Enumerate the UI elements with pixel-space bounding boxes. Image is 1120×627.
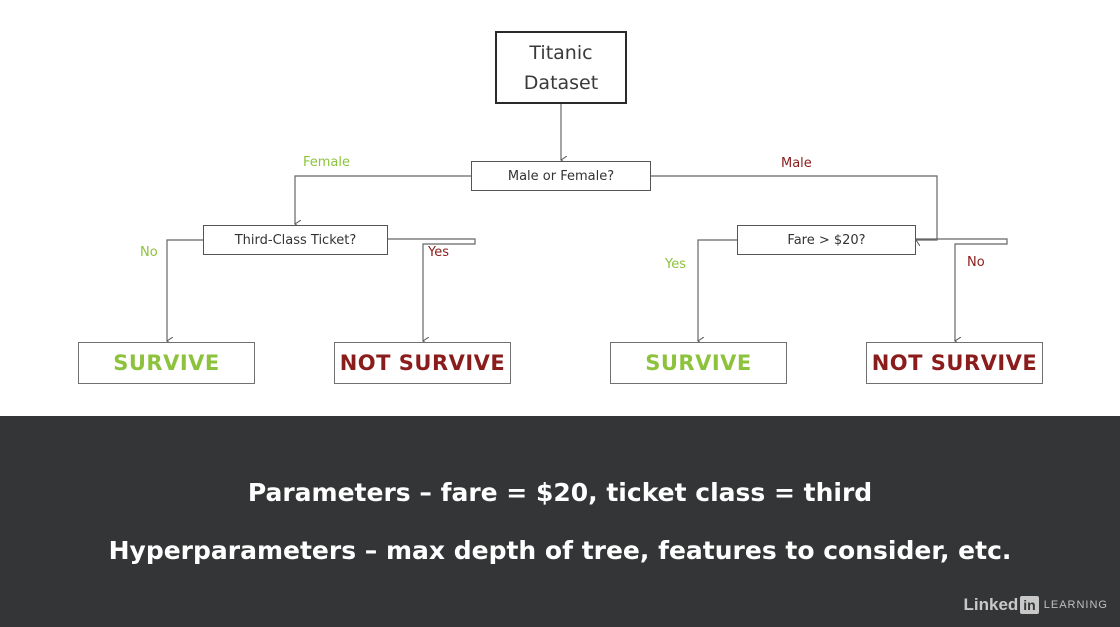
tree-connectors [0, 104, 1008, 416]
question-node-third-class: Third-Class Ticket? [203, 225, 388, 255]
connector-third-yes [388, 238, 476, 341]
connector-fare-no [916, 238, 1008, 341]
linkedin-learning-logo: Linked in LEARNING [964, 595, 1109, 615]
caption-hyperparameters: Hyperparameters – max depth of tree, fea… [108, 536, 1012, 565]
connector-female [295, 175, 471, 224]
leaf-node-not-survive-1: NOT SURVIVE [334, 342, 511, 384]
caption-band: Parameters – fare = $20, ticket class = … [0, 416, 1120, 627]
diagram-slide: Titanic Dataset Male or Female? Third-Cl… [0, 31, 1043, 416]
question-node-sex: Male or Female? [471, 161, 651, 191]
edge-label-female: Female [303, 155, 351, 170]
caption-parameters: Parameters – fare = $20, ticket class = … [247, 478, 873, 507]
edge-label-no-right: No [967, 255, 985, 270]
question-node-fare: Fare > $20? [737, 225, 916, 255]
edge-label-yes-left: Yes [428, 245, 449, 260]
leaf-node-not-survive-2: NOT SURVIVE [866, 342, 1043, 384]
brand-suffix: LEARNING [1043, 599, 1108, 611]
leaf-node-survive-2: SURVIVE [610, 342, 787, 384]
leaf-node-survive-1: SURVIVE [78, 342, 255, 384]
connector-third-no [167, 239, 203, 341]
root-node-titanic-dataset: Titanic Dataset [495, 31, 627, 104]
root-node-line-1: Titanic [529, 41, 593, 64]
connector-fare-yes [698, 239, 737, 341]
edge-label-yes-right: Yes [665, 257, 686, 272]
connector-male [651, 175, 938, 240]
brand-name: Linked [963, 595, 1019, 614]
edge-label-male: Male [781, 156, 812, 171]
edge-label-no-left: No [140, 245, 158, 260]
brand-in-badge: in [1020, 596, 1039, 614]
root-node-line-2: Dataset [523, 71, 599, 94]
